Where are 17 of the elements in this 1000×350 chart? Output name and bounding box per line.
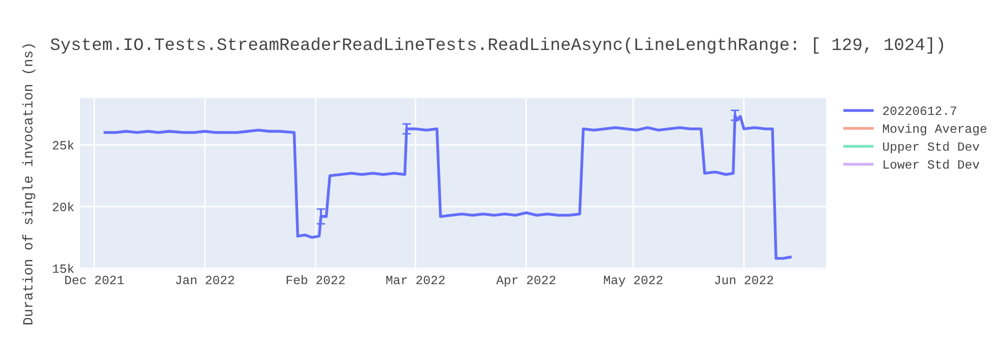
y-tick-label: 20k	[52, 202, 74, 212]
y-tick-label: 25k	[52, 140, 74, 150]
x-tick-label: Jun 2022	[714, 276, 774, 284]
legend-label: Moving Average	[882, 124, 986, 136]
y-axis-title: Duration of single invocation (ns)	[22, 44, 36, 324]
x-tick-label: Apr 2022	[496, 276, 556, 287]
legend-label: Lower Std Dev	[884, 160, 980, 169]
legend-label: 20220612.7	[883, 106, 956, 115]
y-tick-label: 15k	[52, 264, 74, 273]
x-tick-label: Mar 2022	[386, 276, 445, 284]
chart-title: System.IO.Tests.StreamReaderReadLineTests.ReadLineAsync(LineLengthRange: [ 129, 1024])	[50, 37, 944, 54]
x-tick-label: Jan 2022	[176, 276, 234, 284]
line-series	[104, 114, 792, 260]
x-tick-label: Feb 2022	[286, 275, 345, 284]
x-tick-label: Dec 2021	[65, 276, 124, 284]
x-tick-label: May 2022	[604, 276, 662, 287]
legend-label: Upper Std Dev	[883, 142, 980, 154]
